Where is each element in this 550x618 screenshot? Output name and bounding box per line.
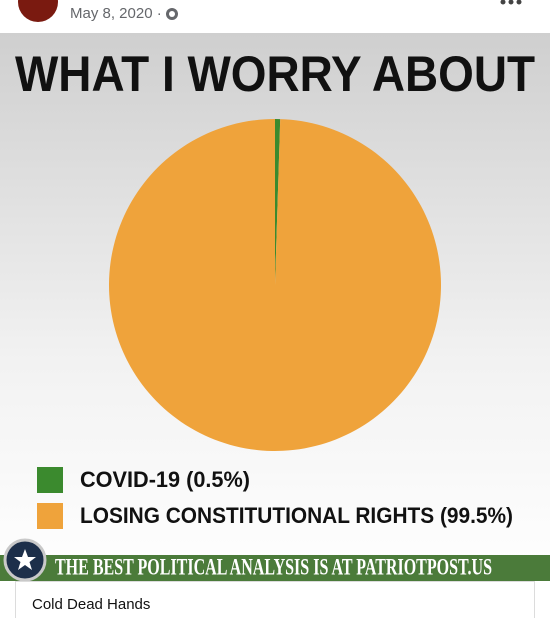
link-title[interactable]: Cold Dead Hands — [32, 596, 150, 613]
globe-icon — [166, 8, 178, 20]
pie-slice — [275, 119, 281, 285]
legend-swatch — [37, 503, 63, 529]
legend-label: LOSING CONSTITUTIONAL RIGHTS (99.5%) — [80, 503, 513, 528]
banner-emblem — [3, 538, 47, 582]
legend-swatch — [37, 467, 63, 493]
pie — [109, 119, 442, 452]
avatar[interactable] — [18, 0, 58, 22]
banner-bar — [0, 555, 550, 581]
legend: COVID-19 (0.5%) LOSING CONSTITUTIONAL RIG… — [37, 467, 513, 529]
banner-text: THE BEST POLITICAL ANALYSIS IS AT PATRIO… — [55, 554, 492, 579]
pie-slice — [109, 119, 442, 452]
post-date[interactable]: May 8, 2020 · — [70, 5, 162, 22]
link-card[interactable] — [15, 581, 535, 618]
legend-label: COVID-19 (0.5%) — [80, 467, 250, 492]
more-button[interactable] — [500, 0, 522, 5]
chart-title: WHAT I WORRY ABOUT — [15, 46, 535, 102]
